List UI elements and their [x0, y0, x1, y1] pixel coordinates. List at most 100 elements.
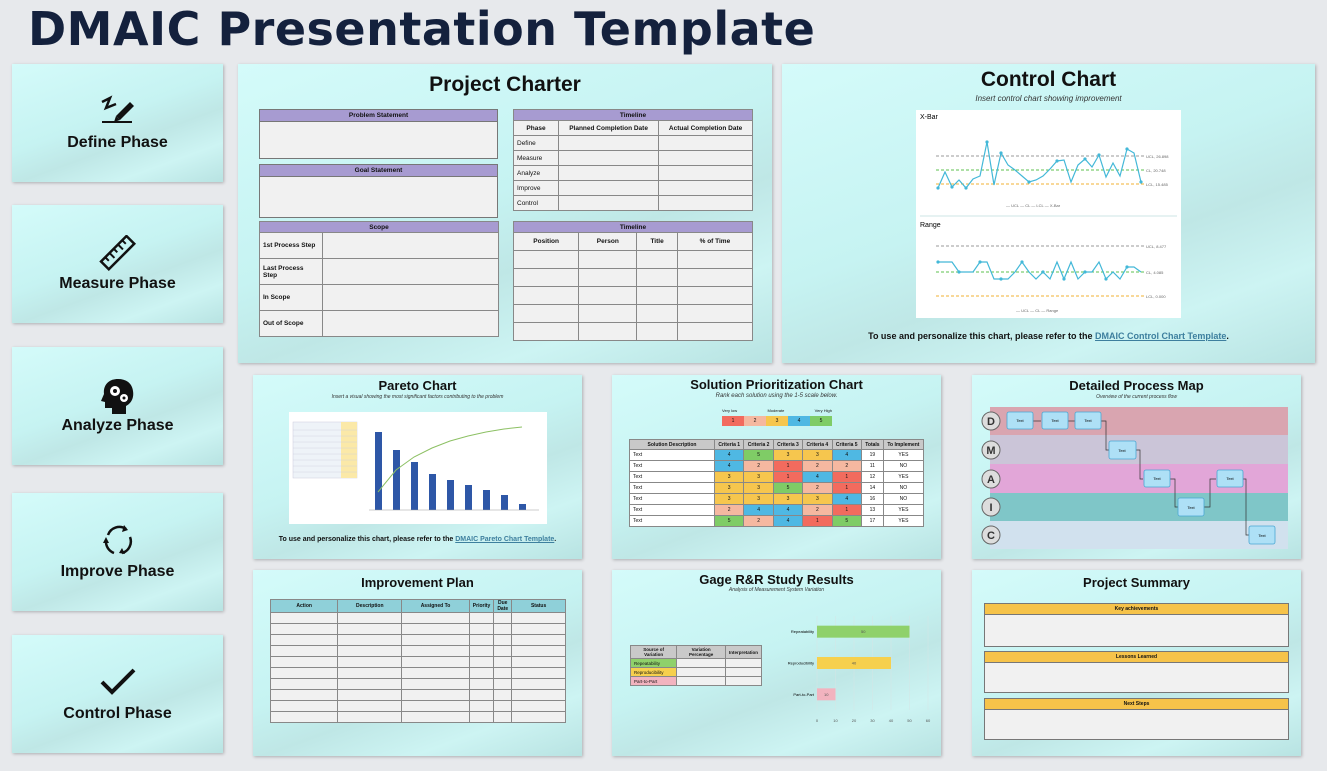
control-phase-tile[interactable]: Control Phase	[12, 635, 223, 753]
timeline-col: Phase	[513, 120, 559, 136]
scale-label-low: Very low	[722, 408, 738, 413]
improvement-row[interactable]	[269, 612, 566, 624]
gage-tick-label: 0	[816, 718, 819, 723]
timeline-cell[interactable]	[557, 150, 660, 166]
score-cell: 2	[743, 460, 774, 472]
timeline-cell[interactable]	[658, 180, 753, 196]
timeline-phase: Define	[513, 135, 559, 151]
solution-row: Text 4 5 3 3 4 19 YES	[629, 449, 925, 461]
improve-phase-tile[interactable]: Improve Phase	[12, 493, 223, 611]
improvement-row[interactable]	[269, 711, 566, 723]
problem-statement-box[interactable]	[259, 121, 498, 159]
gage-category-label: Part-to-Part	[793, 692, 815, 697]
measure-phase-tile[interactable]: Measure Phase	[12, 205, 223, 323]
gage-value-label: 50	[861, 629, 866, 634]
timeline-cell[interactable]	[658, 195, 753, 211]
next-steps-box[interactable]	[984, 709, 1289, 740]
analyze-phase-tile[interactable]: Analyze Phase	[12, 347, 223, 465]
xbar-cl-label: CL, 20.748	[1146, 168, 1166, 173]
improvement-row[interactable]	[269, 667, 566, 679]
project-charter-title: Project Charter	[429, 73, 581, 96]
improvement-row[interactable]	[269, 689, 566, 701]
scope-table: Scope 1st Process Step Last Process Step…	[259, 221, 499, 337]
head-gears-icon	[12, 377, 223, 414]
score-cell: 5	[743, 449, 774, 461]
control-chart-note: To use and personalize this chart, pleas…	[868, 331, 1229, 341]
solution-row: Text 3 3 5 2 1 14 NO	[629, 482, 925, 494]
timeline-phase: Improve	[513, 180, 559, 196]
process-box-text: Text	[1051, 418, 1059, 423]
improvement-row[interactable]	[269, 623, 566, 635]
lessons-learned-box[interactable]	[984, 662, 1289, 693]
improvement-row[interactable]	[269, 700, 566, 712]
score-cell: 3	[743, 471, 774, 483]
improvement-title: Improvement Plan	[361, 575, 474, 590]
control-chart-title: Control Chart	[980, 68, 1117, 91]
timeline-cell[interactable]	[557, 195, 660, 211]
xbar-lcl-label: LCL, 15.485	[1146, 182, 1169, 187]
solution-table: Solution Description Criteria 1 Criteria…	[629, 439, 925, 527]
timeline-cell[interactable]	[658, 165, 753, 181]
control-chart-template-link[interactable]: DMAIC Control Chart Template	[1095, 331, 1227, 341]
improvement-row[interactable]	[269, 634, 566, 646]
pareto-title: Pareto Chart	[378, 378, 457, 393]
analyze-phase-label: Analyze Phase	[61, 417, 174, 434]
score-cell: 2	[831, 460, 862, 472]
process-map-graphic: D M A I C Text Text Text Text Text Text …	[981, 411, 1276, 545]
timeline-cell[interactable]	[557, 135, 660, 151]
score-cell: 4	[831, 493, 862, 505]
scope-cell[interactable]	[322, 284, 499, 311]
improvement-row[interactable]	[269, 678, 566, 690]
scope-row-label: 1st Process Step	[259, 232, 323, 259]
control-phase-label: Control Phase	[63, 705, 172, 722]
score-cell: 5	[772, 482, 804, 494]
team-header: Timeline	[513, 221, 753, 233]
improvement-row[interactable]	[269, 656, 566, 668]
solution-row: Text 3 3 3 3 4 16 NO	[629, 493, 925, 505]
timeline-cell[interactable]	[557, 180, 660, 196]
gage-bar	[817, 688, 836, 701]
xbar-series	[937, 141, 1142, 189]
gage-subtitle: Analysis of Measurement System Variation	[728, 587, 825, 593]
process-map-slide: Detailed Process Map Overview of the cur…	[972, 375, 1301, 559]
scope-header: Scope	[259, 221, 499, 233]
scope-cell[interactable]	[322, 258, 499, 285]
solution-row: Text 4 2 1 2 2 11 NO	[629, 460, 925, 472]
process-box-text: Text	[1153, 476, 1161, 481]
scope-cell[interactable]	[322, 310, 499, 337]
gage-tick-label: 30	[870, 718, 875, 723]
lane-control	[990, 521, 1288, 549]
score-cell: 4	[772, 504, 804, 516]
gage-bar	[817, 625, 910, 638]
lane-label-m: M	[986, 445, 995, 457]
solution-prioritization-slide: Solution Prioritization Chart Rank each …	[612, 375, 941, 559]
team-col: Title	[636, 232, 678, 251]
score-cell: 3	[802, 493, 833, 505]
score-cell: 3	[772, 493, 804, 505]
goal-statement-box[interactable]	[259, 176, 498, 218]
score-cell: 4	[713, 460, 745, 472]
gage-tick-label: 60	[926, 718, 931, 723]
timeline-cell[interactable]	[658, 150, 753, 166]
process-box-text: Text	[1016, 418, 1024, 423]
gage-rr-slide: Gage R&R Study Results Analysis of Measu…	[612, 570, 941, 756]
scope-cell[interactable]	[322, 232, 499, 259]
score-cell: 3	[772, 449, 804, 461]
solution-row: Text 5 2 4 1 5 17 YES	[629, 515, 925, 527]
improvement-row[interactable]	[269, 645, 566, 657]
timeline-cell[interactable]	[557, 165, 660, 181]
define-phase-tile[interactable]: Define Phase	[12, 64, 223, 182]
gage-table: Source of Variation Variation Percentage…	[629, 645, 763, 686]
xbar-label: X-Bar	[920, 114, 939, 121]
pareto-subtitle: Insert a visual showing the most signifi…	[331, 394, 504, 400]
timeline-cell[interactable]	[658, 135, 753, 151]
pareto-note: To use and personalize this chart, pleas…	[278, 536, 557, 543]
xbar-legend: — UCL — CL — LCL — X-Bar	[1006, 203, 1061, 208]
score-cell: 3	[713, 482, 745, 494]
pareto-graphic	[289, 412, 547, 524]
pareto-template-link[interactable]: DMAIC Pareto Chart Template	[455, 536, 555, 543]
key-achievements-box[interactable]	[984, 614, 1289, 647]
solution-row: Text 2 4 4 2 1 13 YES	[629, 504, 925, 516]
lane-improve	[990, 493, 1288, 521]
pen-signature-icon	[12, 94, 223, 130]
